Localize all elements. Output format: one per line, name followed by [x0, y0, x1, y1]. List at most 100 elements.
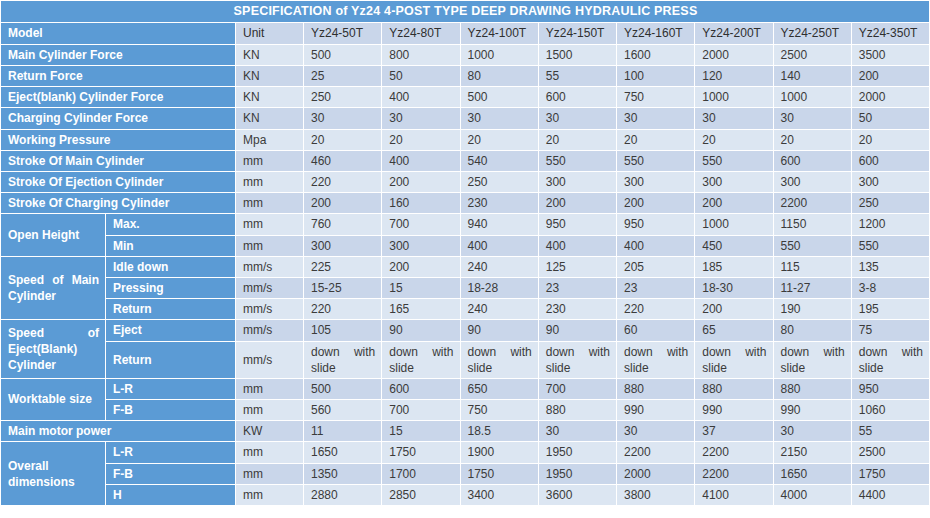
value-cell: 200: [695, 299, 773, 320]
unit-cell: mm: [236, 442, 304, 463]
row-group-label: Speed of Main Cylinder: [1, 256, 106, 320]
value-cell: 550: [773, 235, 851, 256]
value-cell: down with slide: [538, 341, 616, 378]
value-cell: 90: [382, 320, 460, 341]
value-cell: 760: [304, 214, 382, 235]
value-cell: down with slide: [460, 341, 538, 378]
value-cell: 20: [538, 129, 616, 150]
value-cell: 1700: [382, 463, 460, 484]
row-label: Main motor power: [1, 421, 236, 442]
value-cell: 1950: [538, 463, 616, 484]
value-cell: 1000: [695, 214, 773, 235]
value-cell: 750: [460, 400, 538, 421]
value-cell: 600: [851, 150, 929, 171]
table-row: F-Bmm5607007508809909909901060: [1, 400, 930, 421]
value-cell: 3-8: [851, 277, 929, 298]
value-cell: 23: [617, 277, 695, 298]
column-header-model: Yz24-350T: [851, 22, 929, 44]
value-cell: 50: [851, 108, 929, 129]
value-cell: 37: [695, 421, 773, 442]
unit-cell: KN: [236, 44, 304, 65]
value-cell: 18-30: [695, 277, 773, 298]
value-cell: 600: [382, 378, 460, 399]
table-title: SPECIFICATION of Yz24 4-POST TYPE DEEP D…: [1, 1, 930, 23]
value-cell: 880: [695, 378, 773, 399]
value-cell: 200: [851, 66, 929, 87]
value-cell: 105: [304, 320, 382, 341]
table-row: Main Cylinder ForceKN5008001000150016002…: [1, 44, 930, 65]
table-title-row: SPECIFICATION of Yz24 4-POST TYPE DEEP D…: [1, 1, 930, 23]
value-cell: down with slide: [851, 341, 929, 378]
value-cell: 220: [617, 299, 695, 320]
value-cell: 125: [538, 256, 616, 277]
header-unit-label: Unit: [236, 22, 304, 44]
value-cell: 205: [617, 256, 695, 277]
value-cell: 4400: [851, 484, 929, 505]
column-header-model: Yz24-50T: [304, 22, 382, 44]
value-cell: 650: [460, 378, 538, 399]
value-cell: 500: [304, 378, 382, 399]
specification-table: SPECIFICATION of Yz24 4-POST TYPE DEEP D…: [0, 0, 930, 506]
table-row: Hmm28802850340036003800410040004400: [1, 484, 930, 505]
row-sublabel: L-R: [106, 378, 236, 399]
value-cell: 550: [851, 235, 929, 256]
value-cell: 300: [617, 172, 695, 193]
value-cell: 600: [538, 87, 616, 108]
unit-cell: KN: [236, 66, 304, 87]
row-group-label: Worktable size: [1, 378, 106, 420]
value-cell: 2000: [851, 87, 929, 108]
value-cell: 90: [538, 320, 616, 341]
row-label: Stroke Of Ejection Cylinder: [1, 172, 236, 193]
value-cell: 30: [460, 108, 538, 129]
value-cell: 700: [382, 214, 460, 235]
value-cell: 165: [382, 299, 460, 320]
value-cell: 18.5: [460, 421, 538, 442]
value-cell: 1500: [538, 44, 616, 65]
value-cell: 225: [304, 256, 382, 277]
value-cell: 2200: [773, 193, 851, 214]
value-cell: 400: [460, 235, 538, 256]
value-cell: 940: [460, 214, 538, 235]
unit-cell: mm/s: [236, 341, 304, 378]
value-cell: 2200: [695, 442, 773, 463]
value-cell: 1000: [460, 44, 538, 65]
unit-cell: KN: [236, 108, 304, 129]
table-row: Stroke Of Main Cylindermm460400540550550…: [1, 150, 930, 171]
row-label: Stroke Of Charging Cylinder: [1, 193, 236, 214]
value-cell: 160: [382, 193, 460, 214]
value-cell: 200: [538, 193, 616, 214]
unit-cell: KW: [236, 421, 304, 442]
value-cell: 880: [773, 378, 851, 399]
value-cell: 200: [304, 193, 382, 214]
value-cell: 250: [851, 193, 929, 214]
value-cell: 400: [538, 235, 616, 256]
value-cell: 20: [617, 129, 695, 150]
value-cell: 700: [382, 400, 460, 421]
row-label: Main Cylinder Force: [1, 44, 236, 65]
value-cell: 200: [695, 193, 773, 214]
value-cell: 1000: [695, 87, 773, 108]
value-cell: 100: [617, 66, 695, 87]
row-sublabel: Return: [106, 299, 236, 320]
value-cell: 30: [773, 421, 851, 442]
row-sublabel: Eject: [106, 320, 236, 341]
row-label: Return Force: [1, 66, 236, 87]
value-cell: 4100: [695, 484, 773, 505]
value-cell: 2880: [304, 484, 382, 505]
value-cell: 1750: [382, 442, 460, 463]
value-cell: 90: [460, 320, 538, 341]
value-cell: 55: [851, 421, 929, 442]
unit-cell: mm: [236, 378, 304, 399]
value-cell: 30: [538, 421, 616, 442]
value-cell: 1650: [773, 463, 851, 484]
value-cell: down with slide: [304, 341, 382, 378]
value-cell: 30: [617, 421, 695, 442]
unit-cell: mm: [236, 214, 304, 235]
value-cell: 220: [304, 299, 382, 320]
value-cell: 300: [538, 172, 616, 193]
value-cell: 140: [773, 66, 851, 87]
value-cell: 460: [304, 150, 382, 171]
value-cell: 700: [538, 378, 616, 399]
row-sublabel: L-R: [106, 442, 236, 463]
unit-cell: mm: [236, 150, 304, 171]
